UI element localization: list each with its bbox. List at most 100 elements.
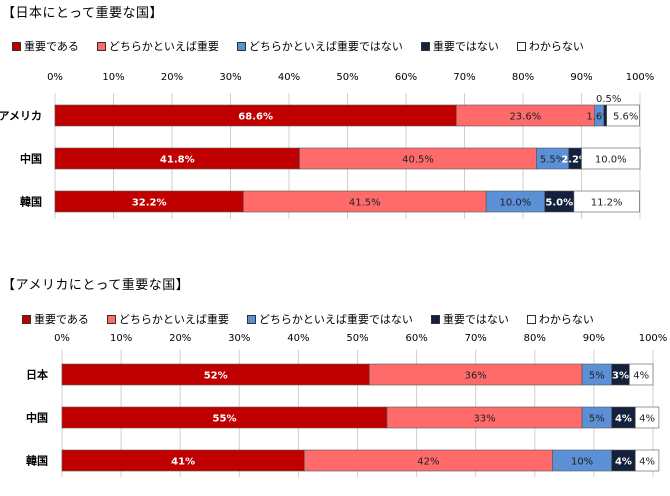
legend-item-somewhat-important: どちらかといえば重要 bbox=[96, 38, 219, 54]
data-label: 4% bbox=[615, 457, 632, 468]
x-tick-label: 30% bbox=[228, 333, 250, 344]
x-tick-label: 30% bbox=[219, 72, 241, 83]
data-label: 33% bbox=[473, 414, 495, 425]
data-label: 23.6% bbox=[509, 112, 541, 123]
x-tick-label: 40% bbox=[278, 72, 300, 83]
legend-label: 重要である bbox=[34, 313, 89, 326]
legend-item-dont-know: わからない bbox=[516, 38, 584, 54]
legend-label: 重要ではない bbox=[442, 313, 509, 326]
data-label: 36% bbox=[465, 371, 487, 382]
x-tick-label: 10% bbox=[102, 72, 124, 83]
data-label: 11.2% bbox=[591, 198, 623, 209]
data-label: 41% bbox=[171, 457, 195, 468]
legend-label: わからない bbox=[538, 313, 594, 326]
x-tick-label: 50% bbox=[336, 72, 358, 83]
x-tick-label: 100% bbox=[639, 333, 668, 344]
legend-label: わからない bbox=[528, 40, 584, 53]
legend-swatch bbox=[106, 314, 116, 324]
category-label: 韓国 bbox=[26, 454, 48, 468]
x-tick-label: 10% bbox=[110, 333, 132, 344]
x-tick-label: 70% bbox=[465, 333, 487, 344]
x-tick-label: 0% bbox=[47, 72, 63, 83]
data-label: 40.5% bbox=[402, 155, 434, 166]
legend-item-very-important: 重要である bbox=[22, 311, 89, 327]
bar-segment bbox=[629, 363, 654, 386]
chart-2-title: 【アメリカにとって重要な国】 bbox=[2, 278, 190, 293]
legend-label: 重要ではない bbox=[432, 40, 499, 53]
data-label: 4% bbox=[639, 414, 655, 425]
x-tick-label: 20% bbox=[161, 72, 183, 83]
data-label: 1.6% bbox=[586, 112, 611, 123]
legend-swatch bbox=[236, 41, 246, 51]
legend-label: どちらかといえば重要ではない bbox=[248, 40, 403, 53]
data-label: 10.0% bbox=[595, 155, 627, 166]
data-label: 5.6% bbox=[613, 112, 638, 123]
legend-swatch bbox=[96, 41, 106, 51]
data-label: 5.0% bbox=[545, 198, 573, 209]
data-label: 52% bbox=[204, 371, 228, 382]
data-label: 55% bbox=[213, 414, 237, 425]
data-label: 68.6% bbox=[238, 112, 273, 123]
x-tick-label: 100% bbox=[626, 72, 655, 83]
data-label: 42% bbox=[417, 457, 439, 468]
x-tick-label: 60% bbox=[395, 72, 417, 83]
bar-segment bbox=[603, 104, 607, 127]
legend-label: 重要である bbox=[24, 40, 79, 53]
x-tick-label: 80% bbox=[512, 72, 534, 83]
data-label: 4% bbox=[633, 371, 649, 382]
x-tick-label: 40% bbox=[287, 333, 309, 344]
x-tick-label: 20% bbox=[169, 333, 191, 344]
chart-1-legend: 重要である どちらかといえば重要 どちらかといえば重要ではない 重要ではない わ… bbox=[12, 38, 602, 54]
x-tick-label: 50% bbox=[346, 333, 368, 344]
chart-1-title: 【日本にとって重要な国】 bbox=[2, 6, 163, 21]
legend-swatch bbox=[246, 314, 256, 324]
legend-swatch bbox=[526, 314, 536, 324]
bar-segment bbox=[581, 147, 641, 170]
data-label: 4% bbox=[639, 457, 655, 468]
data-label: 10.0% bbox=[500, 198, 532, 209]
category-label: 中国 bbox=[20, 152, 42, 166]
category-label: 韓国 bbox=[20, 195, 42, 209]
legend-swatch bbox=[420, 41, 430, 51]
chart-2-legend: 重要である どちらかといえば重要 どちらかといえば重要ではない 重要ではない わ… bbox=[22, 311, 612, 327]
legend-label: どちらかといえば重要ではない bbox=[258, 313, 413, 326]
legend-swatch bbox=[22, 314, 31, 324]
category-label: 日本 bbox=[26, 368, 48, 382]
bar-segment bbox=[634, 449, 660, 472]
data-label: 5% bbox=[589, 371, 605, 382]
data-label: 32.2% bbox=[132, 198, 167, 209]
legend-item-dont-know: わからない bbox=[526, 311, 594, 327]
legend-item-not-very-important: どちらかといえば重要ではない bbox=[236, 38, 403, 54]
data-label: 10% bbox=[571, 457, 593, 468]
legend-swatch bbox=[516, 41, 526, 51]
legend-item-not-important: 重要ではない bbox=[420, 38, 499, 54]
data-label: 0.5% bbox=[596, 94, 621, 105]
data-label: 2.2% bbox=[561, 155, 589, 166]
x-tick-label: 70% bbox=[453, 72, 475, 83]
legend-label: どちらかといえば重要 bbox=[108, 40, 219, 53]
x-tick-label: 0% bbox=[54, 333, 70, 344]
legend-item-very-important: 重要である bbox=[12, 38, 79, 54]
legend-swatch bbox=[12, 41, 21, 51]
bar-segment bbox=[634, 406, 660, 429]
data-label: 3% bbox=[612, 371, 629, 382]
category-label: アメリカ bbox=[0, 110, 42, 123]
legend-item-somewhat-important: どちらかといえば重要 bbox=[106, 311, 229, 327]
legend-item-not-important: 重要ではない bbox=[430, 311, 509, 327]
x-tick-label: 90% bbox=[583, 333, 605, 344]
legend-item-not-very-important: どちらかといえば重要ではない bbox=[246, 311, 413, 327]
data-label: 5.5% bbox=[540, 155, 565, 166]
data-label: 4% bbox=[615, 414, 632, 425]
bar-segment bbox=[606, 104, 640, 127]
data-label: 5% bbox=[589, 414, 605, 425]
category-label: 中国 bbox=[26, 411, 48, 425]
legend-label: どちらかといえば重要 bbox=[118, 313, 229, 326]
x-tick-label: 90% bbox=[570, 72, 592, 83]
x-tick-label: 60% bbox=[405, 333, 427, 344]
bar-segment bbox=[573, 190, 640, 213]
data-label: 41.5% bbox=[349, 198, 381, 209]
data-label: 41.8% bbox=[160, 155, 195, 166]
x-tick-label: 80% bbox=[524, 333, 546, 344]
legend-swatch bbox=[430, 314, 440, 324]
